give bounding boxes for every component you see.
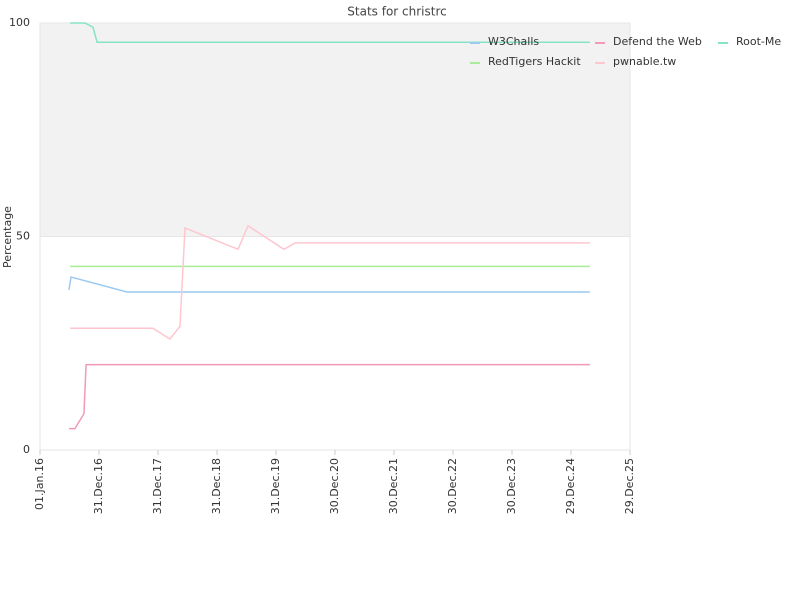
x-tick-label: 30.Dec.23 — [505, 458, 518, 514]
legend-label: Root-Me — [736, 35, 781, 48]
legend-label: pwnable.tw — [613, 55, 676, 68]
legend-label: W3Challs — [488, 35, 539, 48]
y-tick-label: 50 — [16, 230, 30, 243]
y-tick-label: 100 — [9, 16, 30, 29]
legend-label: RedTigers Hackit — [488, 55, 581, 68]
legend-label: Defend the Web — [613, 35, 702, 48]
x-tick-label: 31.Dec.17 — [151, 458, 164, 514]
x-tick-label: 30.Dec.20 — [328, 458, 341, 514]
x-tick-label: 01.Jan.16 — [33, 458, 46, 510]
series-line — [68, 363, 590, 430]
x-tick-label: 30.Dec.22 — [446, 458, 459, 514]
chart-title: Stats for christrc — [347, 5, 446, 19]
y-tick-label: 0 — [23, 443, 30, 456]
series-line — [70, 224, 590, 340]
series-line — [70, 22, 590, 43]
x-tick-label: 29.Dec.25 — [623, 458, 636, 514]
x-tick-label: 31.Dec.19 — [269, 458, 282, 514]
x-tick-label: 29.Dec.24 — [564, 458, 577, 514]
x-tick-label: 30.Dec.21 — [387, 458, 400, 514]
y-axis-label: Percentage — [1, 206, 14, 268]
plot-band — [40, 23, 630, 237]
series-line — [68, 276, 590, 293]
x-tick-label: 31.Dec.16 — [92, 458, 105, 514]
x-tick-label: 31.Dec.18 — [210, 458, 223, 514]
